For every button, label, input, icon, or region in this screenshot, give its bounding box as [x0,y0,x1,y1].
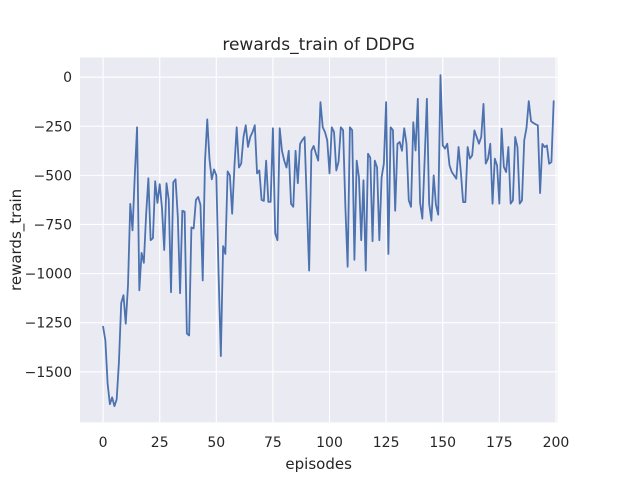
x-tick-label: 25 [151,435,169,451]
data-line-layer [102,74,555,408]
y-tick-label: −1500 [25,365,72,381]
x-tick-label: 125 [373,435,400,451]
x-tick-label: 150 [429,435,456,451]
y-axis-label: rewards_train [7,189,26,291]
y-tick-label: −500 [34,168,72,184]
x-axis-label: episodes [285,455,352,473]
x-tick-label: 175 [486,435,513,451]
y-tick-label: −750 [34,217,72,233]
y-tick-label: −1250 [25,316,72,332]
y-tick-label: −1000 [25,267,72,283]
x-tick-label: 100 [316,435,343,451]
x-tick-label: 200 [543,435,570,451]
x-tick-label: 50 [207,435,225,451]
y-tick-label: −250 [34,119,72,135]
x-tick-label: 0 [99,435,108,451]
x-tick-label: 75 [264,435,282,451]
chart-title: rewards_train of DDPG [222,35,415,55]
y-tick-label: 0 [63,70,72,86]
series-line-rewards_train [102,74,555,408]
y-tick-labels: 0 −250 −500 −750 −1000 −1250 −1500 [25,70,72,381]
x-tick-labels: 0 25 50 75 100 125 150 175 200 [99,435,570,451]
